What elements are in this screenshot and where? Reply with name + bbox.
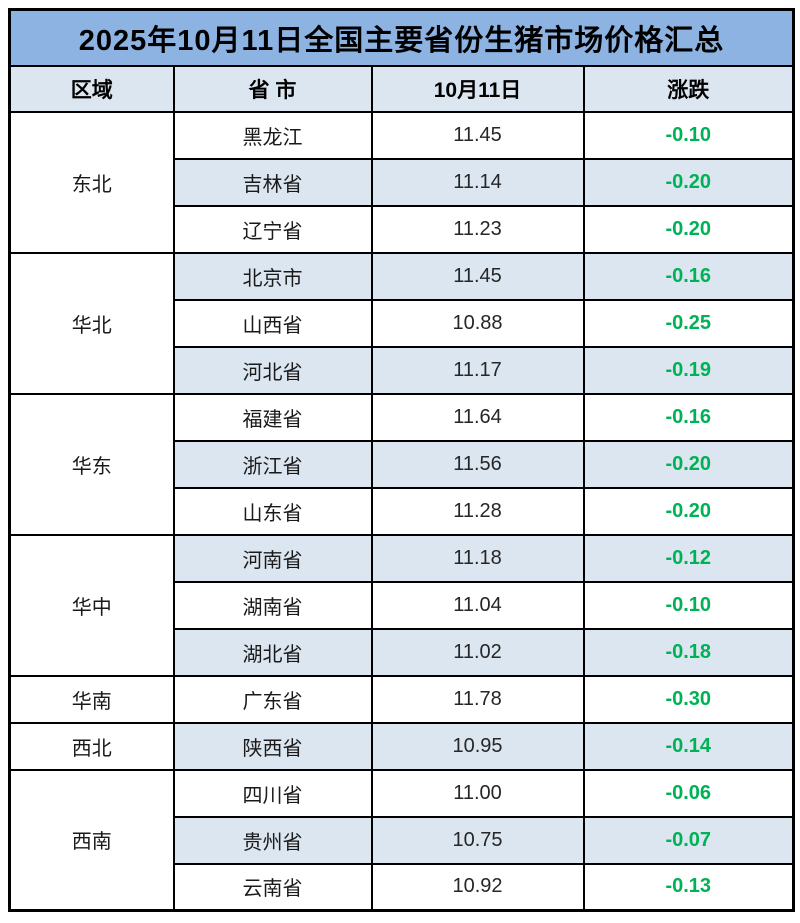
price-cell: 11.14: [370, 157, 585, 207]
table-row: 西南 四川省 11.00 -0.06: [8, 768, 795, 912]
province-cell: 福建省: [172, 392, 373, 442]
price-cell: 11.56: [370, 439, 585, 489]
header-date: 10月11日: [370, 64, 585, 113]
province-cell: 湖南省: [172, 580, 373, 630]
price-cell: 11.04: [370, 580, 585, 630]
province-cell: 辽宁省: [172, 204, 373, 254]
price-cell: 11.00: [370, 768, 585, 818]
price-cell: 10.95: [370, 721, 585, 771]
price-cell: 10.75: [370, 815, 585, 865]
change-cell: -0.30: [582, 674, 795, 724]
table-row: 山东省 11.28 -0.20: [10, 486, 795, 536]
province-cell: 贵州省: [172, 815, 373, 865]
price-cell: 11.45: [370, 110, 585, 160]
province-cell: 北京市: [172, 251, 373, 301]
header-region: 区域: [8, 64, 175, 113]
price-cell: 10.88: [370, 298, 585, 348]
province-cell: 山东省: [172, 486, 373, 536]
change-cell: -0.20: [582, 439, 795, 489]
province-cell: 黑龙江: [172, 110, 373, 160]
change-cell: -0.13: [582, 862, 795, 912]
province-cell: 山西省: [172, 298, 373, 348]
change-cell: -0.12: [582, 533, 795, 583]
table-row: 辽宁省 11.23 -0.20: [10, 204, 795, 254]
change-cell: -0.14: [582, 721, 795, 771]
table-row: 西北 陕西省 10.95 -0.14: [8, 721, 795, 771]
province-cell: 陕西省: [172, 721, 373, 771]
price-cell: 11.28: [370, 486, 585, 536]
change-cell: -0.16: [582, 251, 795, 301]
region-cell: 东北: [8, 110, 175, 254]
price-cell: 11.45: [370, 251, 585, 301]
table-row: 华中 河南省 11.18 -0.12: [8, 533, 795, 677]
change-cell: -0.25: [582, 298, 795, 348]
table-row: 东北 黑龙江 11.45 -0.10: [8, 110, 795, 254]
table-row: 湖北省 11.02 -0.18: [10, 627, 795, 677]
change-cell: -0.10: [582, 580, 795, 630]
table-row: 华北 北京市 11.45 -0.16: [8, 251, 795, 395]
province-cell: 河南省: [172, 533, 373, 583]
change-cell: -0.20: [582, 204, 795, 254]
price-cell: 10.92: [370, 862, 585, 912]
province-cell: 广东省: [172, 674, 373, 724]
change-cell: -0.18: [582, 627, 795, 677]
province-cell: 浙江省: [172, 439, 373, 489]
change-cell: -0.06: [582, 768, 795, 818]
header-change: 涨跌: [582, 64, 795, 113]
change-cell: -0.07: [582, 815, 795, 865]
header-province: 省 市: [172, 64, 373, 113]
table-row: 华南 广东省 11.78 -0.30: [8, 674, 795, 724]
table-row: 云南省 10.92 -0.13: [10, 862, 795, 912]
province-cell: 河北省: [172, 345, 373, 395]
price-cell: 11.78: [370, 674, 585, 724]
region-cell: 华东: [8, 392, 175, 536]
table-row: 河北省 11.17 -0.19: [10, 345, 795, 395]
region-cell: 华南: [8, 674, 175, 724]
price-cell: 11.64: [370, 392, 585, 442]
table-row: 浙江省 11.56 -0.20: [10, 439, 795, 489]
price-cell: 11.18: [370, 533, 585, 583]
table-row: 华东 福建省 11.64 -0.16: [8, 392, 795, 536]
region-cell: 西南: [8, 768, 175, 912]
province-cell: 吉林省: [172, 157, 373, 207]
price-cell: 11.17: [370, 345, 585, 395]
change-cell: -0.20: [582, 157, 795, 207]
pig-price-table: 2025年10月11日全国主要省份生猪市场价格汇总 区域 省 市 10月11日 …: [8, 8, 795, 912]
change-cell: -0.20: [582, 486, 795, 536]
table-row: 贵州省 10.75 -0.07: [10, 815, 795, 865]
change-cell: -0.19: [582, 345, 795, 395]
table-row: 山西省 10.88 -0.25: [10, 298, 795, 348]
region-cell: 西北: [8, 721, 175, 771]
table-title: 2025年10月11日全国主要省份生猪市场价格汇总: [8, 8, 795, 67]
province-cell: 湖北省: [172, 627, 373, 677]
table-row: 吉林省 11.14 -0.20: [10, 157, 795, 207]
region-cell: 华北: [8, 251, 175, 395]
table-row: 湖南省 11.04 -0.10: [10, 580, 795, 630]
change-cell: -0.16: [582, 392, 795, 442]
province-cell: 四川省: [172, 768, 373, 818]
region-cell: 华中: [8, 533, 175, 677]
change-cell: -0.10: [582, 110, 795, 160]
province-cell: 云南省: [172, 862, 373, 912]
price-cell: 11.23: [370, 204, 585, 254]
price-cell: 11.02: [370, 627, 585, 677]
